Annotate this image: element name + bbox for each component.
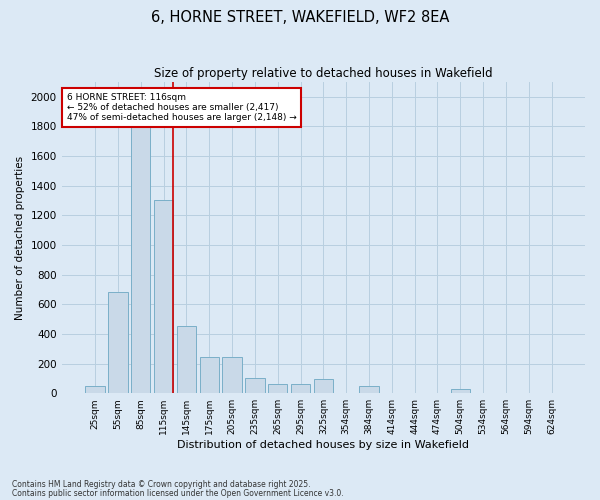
Text: 6, HORNE STREET, WAKEFIELD, WF2 8EA: 6, HORNE STREET, WAKEFIELD, WF2 8EA	[151, 10, 449, 25]
Bar	[314, 379, 333, 393]
Bar	[359, 386, 379, 393]
Bar	[85, 386, 105, 393]
Text: 6 HORNE STREET: 116sqm
← 52% of detached houses are smaller (2,417)
47% of semi-: 6 HORNE STREET: 116sqm ← 52% of detached…	[67, 92, 296, 122]
Bar	[154, 200, 173, 393]
Y-axis label: Number of detached properties: Number of detached properties	[15, 156, 25, 320]
Text: Contains HM Land Registry data © Crown copyright and database right 2025.: Contains HM Land Registry data © Crown c…	[12, 480, 311, 489]
X-axis label: Distribution of detached houses by size in Wakefield: Distribution of detached houses by size …	[178, 440, 469, 450]
Bar	[223, 357, 242, 393]
Bar	[245, 378, 265, 393]
Bar	[108, 292, 128, 393]
Bar	[200, 357, 219, 393]
Bar	[268, 384, 287, 393]
Bar	[177, 326, 196, 393]
Bar	[451, 389, 470, 393]
Bar	[291, 384, 310, 393]
Text: Contains public sector information licensed under the Open Government Licence v3: Contains public sector information licen…	[12, 488, 344, 498]
Bar	[131, 123, 151, 393]
Title: Size of property relative to detached houses in Wakefield: Size of property relative to detached ho…	[154, 68, 493, 80]
